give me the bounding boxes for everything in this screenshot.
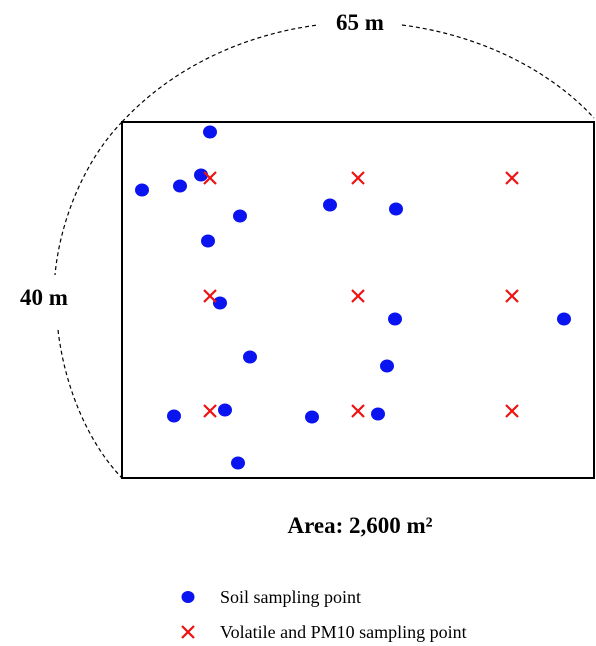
soil-sampling-point	[135, 183, 149, 197]
soil-sampling-point	[173, 179, 187, 193]
x-stroke	[505, 404, 519, 418]
volatile-sampling-point	[203, 171, 217, 185]
dimension-arc	[401, 24, 595, 119]
dimension-arc	[54, 121, 123, 276]
legend-label: Soil sampling point	[220, 587, 361, 607]
soil-sampling-point	[371, 407, 385, 421]
soil-sampling-point	[389, 202, 403, 216]
soil-sampling-point	[243, 350, 257, 364]
area-label: Area: 2,600 m²	[287, 513, 432, 538]
soil-sampling-point	[380, 359, 394, 373]
volatile-sampling-point	[505, 171, 519, 185]
legend-volatile-marker	[181, 625, 195, 639]
soil-sampling-point	[557, 312, 571, 326]
x-stroke	[351, 404, 365, 418]
soil-sampling-point	[388, 312, 402, 326]
soil-sampling-point	[201, 234, 215, 248]
legend-soil-marker	[181, 591, 195, 603]
x-stroke	[351, 171, 365, 185]
soil-sampling-point	[213, 296, 227, 310]
volatile-sampling-point	[505, 289, 519, 303]
x-stroke	[351, 289, 365, 303]
soil-sampling-point	[167, 409, 181, 423]
volatile-sampling-point	[351, 289, 365, 303]
sampling-points	[135, 125, 571, 470]
width-label: 65 m	[336, 10, 384, 35]
soil-sampling-point	[218, 403, 232, 417]
height-label: 40 m	[20, 285, 68, 310]
soil-sampling-point	[233, 209, 247, 223]
volatile-sampling-point	[203, 404, 217, 418]
volatile-sampling-point	[203, 289, 217, 303]
dimension-arc	[57, 329, 123, 479]
volatile-sampling-point	[505, 404, 519, 418]
soil-sampling-point	[203, 125, 217, 139]
volatile-sampling-point	[351, 171, 365, 185]
x-stroke	[505, 171, 519, 185]
x-stroke	[203, 289, 217, 303]
x-stroke	[505, 289, 519, 303]
x-stroke	[203, 404, 217, 418]
soil-sampling-point	[305, 410, 319, 424]
volatile-sampling-point	[351, 404, 365, 418]
x-stroke	[203, 171, 217, 185]
soil-sampling-point	[231, 456, 245, 470]
site-boundary	[121, 121, 595, 479]
legend-label: Volatile and PM10 sampling point	[220, 622, 467, 642]
dimension-arc	[121, 24, 319, 123]
soil-sampling-point	[323, 198, 337, 212]
